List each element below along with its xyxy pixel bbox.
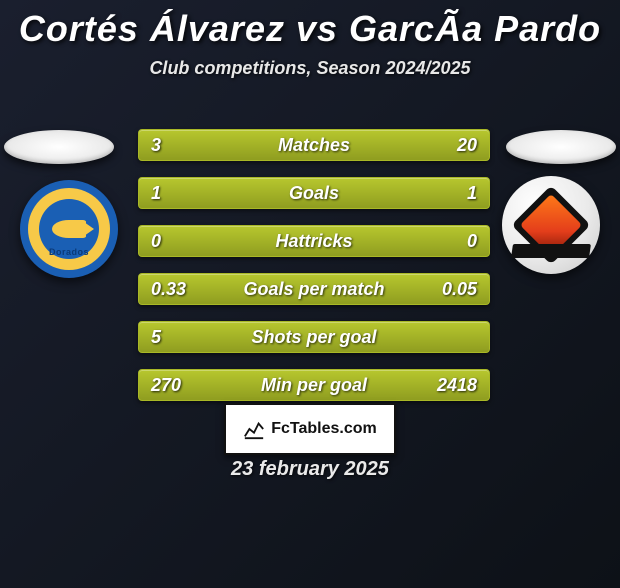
club-left-badge: Dorados: [20, 180, 118, 278]
player-left-portrait: [4, 130, 114, 164]
stat-left-value: 0.33: [151, 279, 186, 300]
stat-left-value: 1: [151, 183, 161, 204]
stat-right-value: 20: [457, 135, 477, 156]
stat-row: 0 Hattricks 0: [138, 225, 490, 257]
stat-label: Hattricks: [139, 231, 489, 252]
stat-left-value: 3: [151, 135, 161, 156]
page-subtitle: Club competitions, Season 2024/2025: [0, 58, 620, 79]
stat-label: Matches: [139, 135, 489, 156]
footer-site-text: FcTables.com: [271, 420, 377, 438]
page-title: Cortés Álvarez vs GarcÃ­a Pardo: [0, 8, 620, 50]
stat-label: Goals per match: [139, 279, 489, 300]
stat-left-value: 270: [151, 375, 181, 396]
stat-row: 3 Matches 20: [138, 129, 490, 161]
chart-icon: [243, 418, 265, 440]
stat-right-value: 1: [467, 183, 477, 204]
stat-label: Goals: [139, 183, 489, 204]
stat-right-value: 0.05: [442, 279, 477, 300]
stat-label: Shots per goal: [139, 327, 489, 348]
stat-right-value: 2418: [437, 375, 477, 396]
stat-right-value: 0: [467, 231, 477, 252]
date-text: 23 february 2025: [0, 458, 620, 481]
club-left-name: Dorados: [28, 247, 110, 257]
stat-row: 270 Min per goal 2418: [138, 369, 490, 401]
stat-row: 1 Goals 1: [138, 177, 490, 209]
stat-left-value: 5: [151, 327, 161, 348]
player-right-portrait: [506, 130, 616, 164]
stat-row: 5 Shots per goal: [138, 321, 490, 353]
stat-row: 0.33 Goals per match 0.05: [138, 273, 490, 305]
club-right-badge: [502, 176, 600, 274]
stats-bars: 3 Matches 20 1 Goals 1 0 Hattricks 0 0.3…: [138, 129, 490, 417]
stat-left-value: 0: [151, 231, 161, 252]
fish-icon: [52, 220, 86, 238]
footer-site-link[interactable]: FcTables.com: [224, 403, 396, 455]
